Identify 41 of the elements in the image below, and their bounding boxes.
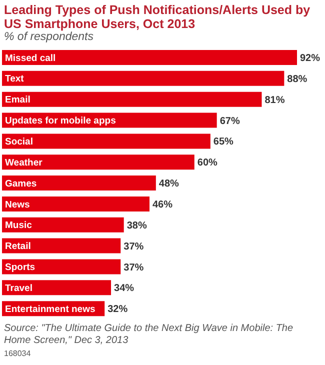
y-tick-label: Travel: [5, 282, 32, 294]
source-note: Source: "The Ultimate Guide to the Next Big Wave in Mobile: The Home Screen," Dec 3, 2013: [3, 322, 294, 347]
bar: [2, 50, 297, 65]
data-label: 32%: [108, 304, 128, 316]
data-label: 81%: [264, 94, 285, 106]
data-label: 37%: [124, 262, 144, 274]
data-label: 88%: [287, 74, 308, 85]
data-label: 65%: [213, 136, 234, 148]
y-tick-label: Music: [5, 220, 32, 232]
data-label: 60%: [197, 158, 218, 169]
y-tick-label: Games: [5, 178, 37, 190]
y-tick-label: Text: [5, 74, 25, 85]
data-label: 38%: [126, 220, 147, 232]
y-tick-label: Sports: [5, 262, 36, 274]
y-tick-label: Email: [5, 94, 30, 106]
y-tick-label: Weather: [5, 157, 43, 168]
data-label: 67%: [220, 116, 240, 127]
data-label: 92%: [300, 53, 320, 64]
chart-subtitle: % of respondents: [3, 31, 95, 45]
data-label: 34%: [114, 283, 134, 294]
data-label: 48%: [158, 178, 180, 190]
y-tick-label: Social: [5, 136, 33, 148]
data-label: 46%: [152, 200, 173, 211]
bar: [2, 134, 210, 149]
bar: [2, 259, 121, 274]
bar: [2, 176, 156, 191]
y-tick-label: Missed call: [5, 52, 56, 64]
bar: [2, 92, 262, 107]
bar: [2, 154, 194, 170]
y-tick-label: News: [5, 199, 30, 210]
bar: [2, 70, 284, 86]
data-label: 37%: [124, 241, 144, 252]
bar: [2, 238, 121, 254]
chart-title: Leading Types of Push Notifications/Alerts Used by US Smartphone Users, Oct 2013: [3, 2, 312, 31]
bar: [2, 280, 112, 296]
text: 168034: [3, 348, 32, 359]
bar: [2, 217, 124, 232]
bar: [2, 196, 150, 212]
y-tick-label: Retail: [5, 241, 31, 252]
y-tick-label: Updates for mobile apps: [5, 116, 116, 127]
y-tick-label: Entertainment news: [5, 304, 96, 315]
